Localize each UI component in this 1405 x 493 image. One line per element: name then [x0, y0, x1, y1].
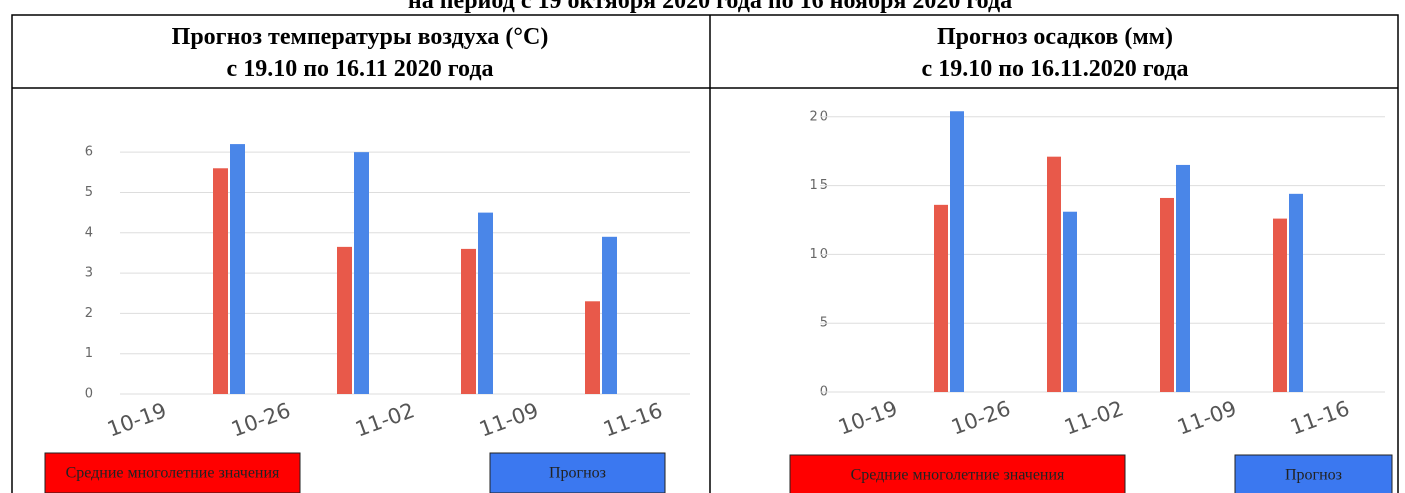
y-tick-label: 2 [85, 306, 95, 321]
legend-label: Средние многолетние значения [851, 467, 1065, 484]
legend-swatch [789, 454, 1126, 493]
y-tick-label: 6 [85, 145, 95, 160]
bar [1047, 156, 1061, 392]
chart-title: Прогноз осадков (мм) [937, 24, 1173, 50]
table-border [11, 14, 1399, 493]
y-tick-label: 10 [809, 247, 830, 262]
x-tick-label: 10-26 [228, 398, 294, 441]
x-tick-label: 11-02 [1061, 396, 1127, 439]
y-tick-label: 20 [809, 109, 830, 124]
bar [1176, 164, 1190, 392]
legend-label: Средние многолетние значения [66, 465, 280, 482]
x-tick-label: 11-02 [352, 398, 418, 441]
chart-title: с 19.10 по 16.11 2020 года [227, 56, 494, 82]
chart-title: Прогноз температуры воздуха (°С) [172, 24, 549, 50]
legend-label: Прогноз [1285, 467, 1342, 484]
bar [337, 246, 352, 394]
bar [950, 111, 964, 392]
x-tick-label: 10-26 [948, 396, 1014, 439]
bar [1289, 193, 1303, 392]
x-tick-label: 10-19 [104, 398, 170, 441]
bar [354, 152, 369, 394]
y-tick-label: 5 [85, 185, 95, 200]
x-tick-label: 11-16 [1287, 396, 1353, 439]
chart-title: с 19.10 по 16.11.2020 года [922, 56, 1189, 82]
y-tick-label: 4 [85, 225, 95, 240]
bar [230, 144, 245, 394]
page-heading: на период с 19 октября 2020 года по 16 н… [408, 0, 1012, 14]
bar [461, 248, 476, 394]
bar [478, 212, 493, 394]
legend-swatch [489, 452, 666, 493]
y-tick-label: 15 [809, 178, 830, 193]
bar [213, 168, 228, 394]
y-tick-label: 3 [85, 266, 95, 281]
bar [934, 204, 948, 392]
legend-swatch [1234, 454, 1393, 493]
x-tick-label: 11-16 [600, 398, 666, 441]
x-tick-label: 10-19 [835, 396, 901, 439]
x-tick-label: 11-09 [1174, 396, 1240, 439]
legend-swatch [44, 452, 301, 493]
legend-label: Прогноз [549, 465, 606, 482]
y-tick-label: 0 [85, 387, 95, 402]
x-tick-label: 11-09 [476, 398, 542, 441]
bar [602, 236, 617, 394]
bar [1063, 211, 1077, 392]
bar [1273, 218, 1287, 392]
bar [1160, 197, 1174, 392]
bar [585, 301, 600, 394]
y-tick-label: 1 [85, 346, 95, 361]
